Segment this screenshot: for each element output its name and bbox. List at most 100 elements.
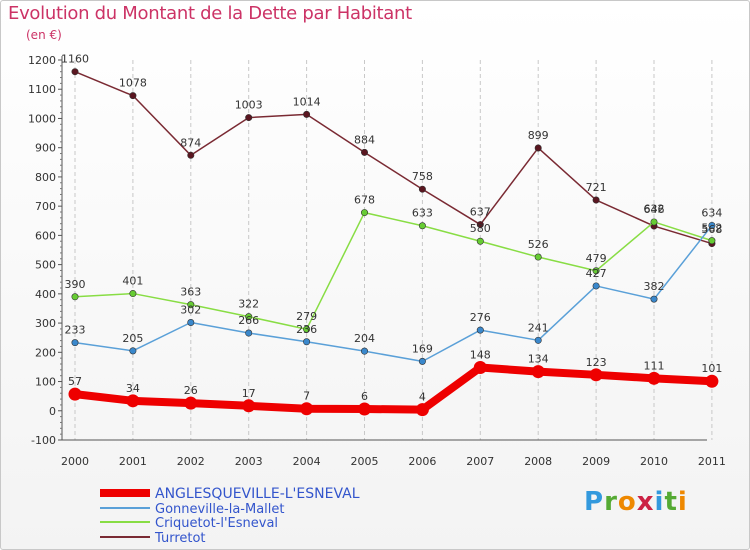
data-label: 279 xyxy=(296,310,317,323)
data-point xyxy=(360,148,368,156)
data-label: 382 xyxy=(644,280,665,293)
x-tick-label: 2008 xyxy=(524,455,552,468)
data-point xyxy=(303,110,311,118)
logo-letter: x xyxy=(636,487,655,517)
y-tick-label: 800 xyxy=(35,171,56,184)
data-label: 526 xyxy=(528,238,549,251)
legend-label: ANGLESQUEVILLE-L'ESNEVAL xyxy=(155,486,360,502)
data-label: 57 xyxy=(68,375,82,388)
proxiti-logo: Proxiti xyxy=(584,487,688,517)
data-label: 123 xyxy=(586,356,607,369)
y-tick-label: 0 xyxy=(49,405,56,418)
data-label: 205 xyxy=(122,332,143,345)
data-point xyxy=(71,339,79,347)
data-label: 874 xyxy=(180,136,201,149)
logo-letter: P xyxy=(584,487,605,517)
data-point xyxy=(418,185,426,193)
y-tick-label: 1100 xyxy=(28,83,56,96)
data-label: 148 xyxy=(470,349,491,362)
data-label: 634 xyxy=(701,206,722,219)
x-tick-label: 2000 xyxy=(61,455,89,468)
y-tick-label: 1200 xyxy=(28,54,56,67)
data-point xyxy=(418,222,426,230)
logo-letter: i xyxy=(654,487,665,517)
data-label: 401 xyxy=(122,275,143,288)
data-label: 646 xyxy=(644,203,665,216)
data-point xyxy=(245,114,253,122)
data-label: 1078 xyxy=(119,77,147,90)
y-tick-label: 400 xyxy=(35,288,56,301)
data-label: 721 xyxy=(586,181,607,194)
x-tick-label: 2011 xyxy=(698,455,726,468)
series-line xyxy=(74,363,713,414)
data-point xyxy=(129,290,137,298)
data-point xyxy=(187,318,195,326)
data-label: 678 xyxy=(354,194,375,207)
x-tick-label: 2003 xyxy=(235,455,263,468)
data-point xyxy=(184,396,198,410)
data-point xyxy=(71,68,79,76)
data-point xyxy=(592,267,600,275)
data-label: 479 xyxy=(586,252,607,265)
data-label: 101 xyxy=(701,362,722,375)
data-point xyxy=(187,301,195,309)
x-tick-label: 2004 xyxy=(293,455,321,468)
data-point xyxy=(534,144,542,152)
data-label: 134 xyxy=(528,353,549,366)
data-point xyxy=(68,387,82,401)
data-label: 302 xyxy=(180,303,201,316)
y-tick-label: -100 xyxy=(31,434,56,447)
data-label: 568 xyxy=(701,223,722,236)
logo-letter: r xyxy=(604,487,618,517)
data-point xyxy=(129,92,137,100)
x-tick-label: 2009 xyxy=(582,455,610,468)
data-point xyxy=(360,209,368,217)
data-point xyxy=(650,295,658,303)
data-point xyxy=(650,218,658,226)
data-label: 34 xyxy=(126,382,140,395)
y-tick-label: 600 xyxy=(35,229,56,242)
data-label: 1014 xyxy=(293,95,321,108)
y-tick-label: 200 xyxy=(35,346,56,359)
data-label: 322 xyxy=(238,298,259,311)
data-point xyxy=(476,326,484,334)
x-tick-label: 2007 xyxy=(466,455,494,468)
legend-label: Turretot xyxy=(154,531,206,546)
y-tick-label: 1000 xyxy=(28,112,56,125)
data-point xyxy=(534,336,542,344)
data-point xyxy=(358,402,371,416)
x-tick-label: 2006 xyxy=(408,455,436,468)
data-label: 427 xyxy=(586,267,607,280)
data-label: 580 xyxy=(470,222,491,235)
data-label: 241 xyxy=(528,321,549,334)
logo-letter: i xyxy=(677,487,688,517)
data-point xyxy=(531,365,545,379)
data-point xyxy=(592,282,600,290)
data-point xyxy=(303,325,311,333)
data-label: 363 xyxy=(180,286,201,299)
data-point xyxy=(245,329,253,337)
data-label: 390 xyxy=(65,278,86,291)
y-tick-label: 900 xyxy=(35,142,56,155)
data-point xyxy=(360,347,368,355)
data-point xyxy=(708,237,716,245)
data-point xyxy=(242,399,256,413)
data-point xyxy=(476,221,484,229)
data-point xyxy=(476,237,484,245)
data-point xyxy=(708,221,716,229)
y-tick-label: 100 xyxy=(35,376,56,389)
data-label: 4 xyxy=(419,391,426,404)
data-label: 1160 xyxy=(61,53,89,66)
logo-letter: t xyxy=(664,487,678,517)
chart-title: Evolution du Montant de la Dette par Hab… xyxy=(8,3,412,24)
data-label: 266 xyxy=(238,314,259,327)
data-label: 204 xyxy=(354,332,375,345)
y-tick-label: 300 xyxy=(35,317,56,330)
data-label: 17 xyxy=(242,387,256,400)
y-unit-label: (en €) xyxy=(26,28,62,42)
data-point xyxy=(126,394,140,408)
x-tick-label: 2010 xyxy=(640,455,668,468)
x-tick-label: 2002 xyxy=(177,455,205,468)
y-tick-label: 700 xyxy=(35,200,56,213)
